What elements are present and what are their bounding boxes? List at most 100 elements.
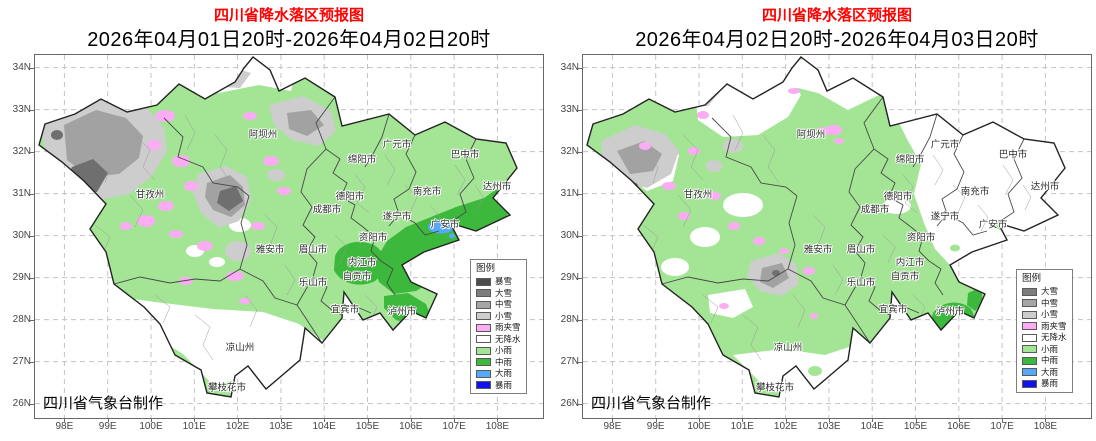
legend-item: 无降水 (1022, 333, 1067, 342)
legend-item-label: 雨夹雪 (1041, 320, 1067, 331)
legend-item-label: 小雨 (1041, 343, 1059, 354)
legend-color-swatch (1022, 322, 1037, 331)
longitude-tick-label: 105E (903, 421, 928, 432)
region-label: 巴中市 (450, 149, 480, 161)
legend-item: 暴雨 (476, 381, 521, 390)
longitude-tick-label: 107E (442, 421, 466, 432)
latitude-tick-label: 29N (560, 271, 579, 283)
legend-color-swatch (476, 335, 491, 344)
legend-item-label: 大雪 (1041, 286, 1059, 297)
legend-color-swatch (476, 300, 491, 309)
region-label: 宜宾市 (330, 304, 360, 316)
region-label: 宜宾市 (878, 304, 908, 316)
region-label: 甘孜州 (683, 189, 713, 201)
legend-items: 暴雪 大雪 中雪 小雪 雨夹雪 无降水 小雨 中雨 大雨 暴雨 (476, 277, 521, 390)
region-label: 广元市 (382, 139, 412, 151)
longitude-tick-label: 103E (817, 421, 841, 432)
legend-color-swatch (1022, 333, 1037, 342)
latitude-tick-label: 34N (560, 61, 579, 73)
longitude-tick-label: 105E (355, 421, 380, 432)
latitude-tick-label: 32N (12, 145, 31, 157)
legend-item-label: 暴雨 (1041, 378, 1059, 389)
legend-item-label: 中雨 (495, 356, 513, 367)
legend-item: 雨夹雪 (1022, 322, 1067, 331)
latitude-tick-label: 26N (12, 397, 31, 409)
region-labels: 甘孜州 阿坝州 绵阳市 广元市 巴中市 达州市 德阳市 成都市 南充市 遂宁市 广安市 资阳市 雅安市 眉… (583, 55, 1091, 418)
legend-title: 图例 (476, 263, 496, 274)
map-title: 四川省降水落区预报图 (213, 7, 364, 24)
legend-item: 大雪 (1022, 287, 1067, 296)
legend-item: 无降水 (476, 335, 521, 344)
region-label: 泸州市 (935, 306, 965, 318)
region-label: 南充市 (960, 186, 990, 198)
legend-item: 中雪 (476, 300, 521, 309)
legend-item: 小雨 (476, 346, 521, 355)
region-label: 绵阳市 (347, 154, 377, 166)
legend-item-label: 暴雪 (495, 276, 513, 287)
longitude-tick-label: 108E (485, 421, 510, 432)
legend-item: 暴雨 (1022, 379, 1067, 388)
legend-item: 雨夹雪 (476, 323, 521, 332)
region-label: 巴中市 (998, 149, 1028, 161)
region-label: 成都市 (312, 204, 342, 216)
legend-item: 小雨 (1022, 345, 1067, 354)
latitude-tick-label: 30N (12, 229, 31, 241)
region-label: 阿坝州 (248, 129, 278, 141)
latitude-tick-label: 27N (12, 355, 31, 367)
latitude-tick-label: 33N (560, 103, 579, 115)
legend-color-swatch (1022, 368, 1037, 377)
region-label: 绵阳市 (895, 154, 925, 166)
region-label: 雅安市 (255, 244, 285, 256)
longitude-tick-label: 100E (687, 421, 711, 432)
latitude-tick-label: 28N (12, 313, 31, 325)
latitude-tick-label: 28N (560, 313, 579, 325)
legend-color-swatch (476, 312, 491, 321)
region-label: 达州市 (1030, 181, 1060, 193)
legend-color-swatch (476, 358, 491, 367)
legend-item: 大雨 (476, 369, 521, 378)
legend-item-label: 无降水 (495, 333, 521, 344)
legend-color-swatch (476, 289, 491, 298)
region-label: 广安市 (430, 219, 460, 231)
latitude-tick-label: 26N (560, 397, 579, 409)
legend-item-label: 暴雨 (495, 379, 513, 390)
legend-item: 小雪 (1022, 310, 1067, 319)
region-label: 遂宁市 (382, 211, 412, 223)
map-subtitle: 2026年04月01日20时-2026年04月02日20时 (87, 29, 491, 51)
legend-item-label: 无降水 (1041, 332, 1067, 343)
region-label: 资阳市 (358, 232, 388, 244)
region-label: 甘孜州 (135, 189, 165, 201)
panel-left: 四川省降水落区预报图 2026年04月01日20时-2026年04月02日20时 (12, 7, 544, 432)
longitude-tick-label: 101E (182, 421, 206, 432)
region-label: 乐山市 (298, 277, 328, 289)
legend-item: 暴雪 (476, 277, 521, 286)
region-label: 眉山市 (298, 244, 328, 256)
legend-items: 大雪 中雪 小雪 雨夹雪 无降水 小雨 中雨 大雨 暴雨 (1022, 287, 1067, 388)
legend-item-label: 大雨 (495, 368, 513, 379)
longitude-tick-label: 108E (1033, 421, 1058, 432)
legend-title: 图例 (1022, 273, 1042, 284)
region-label: 内江市 (895, 257, 925, 269)
region-label: 雅安市 (803, 244, 833, 256)
legend-item: 大雨 (1022, 368, 1067, 377)
legend-color-swatch (1022, 287, 1037, 296)
legend-item-label: 中雪 (495, 299, 513, 310)
longitude-tick-label: 102E (773, 421, 798, 432)
attribution-text: 四川省气象台制作 (591, 395, 712, 412)
legend-color-swatch (1022, 345, 1037, 354)
map-plot: 甘孜州 阿坝州 绵阳市 广元市 巴中市 达州市 德阳市 成都市 南充市 遂宁市 广安市 资阳市 雅安市 眉… (582, 54, 1092, 419)
region-labels: 甘孜州 阿坝州 绵阳市 广元市 巴中市 达州市 德阳市 成都市 南充市 遂宁市 广安市 资阳市 雅安市 眉… (35, 55, 543, 418)
sichuan-precipitation-map (583, 55, 1091, 418)
latitude-tick-label: 29N (12, 271, 31, 283)
map-plot: 甘孜州 阿坝州 绵阳市 广元市 巴中市 达州市 德阳市 成都市 南充市 遂宁市 广安市 资阳市 雅安市 眉… (34, 54, 544, 419)
map-subtitle: 2026年04月02日20时-2026年04月03日20时 (635, 29, 1039, 51)
legend-item-label: 大雨 (1041, 366, 1059, 377)
longitude-tick-label: 101E (730, 421, 754, 432)
region-label: 遂宁市 (930, 211, 960, 223)
region-label: 凉山州 (773, 342, 803, 354)
legend-color-swatch (476, 346, 491, 355)
region-label: 资阳市 (906, 232, 936, 244)
latitude-tick-label: 27N (560, 355, 579, 367)
legend-item-label: 雨夹雪 (495, 322, 521, 333)
region-label: 凉山州 (225, 342, 255, 354)
